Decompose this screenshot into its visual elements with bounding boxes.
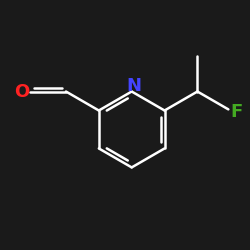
Text: N: N	[126, 77, 142, 95]
Text: F: F	[230, 102, 242, 120]
Text: O: O	[14, 82, 30, 100]
